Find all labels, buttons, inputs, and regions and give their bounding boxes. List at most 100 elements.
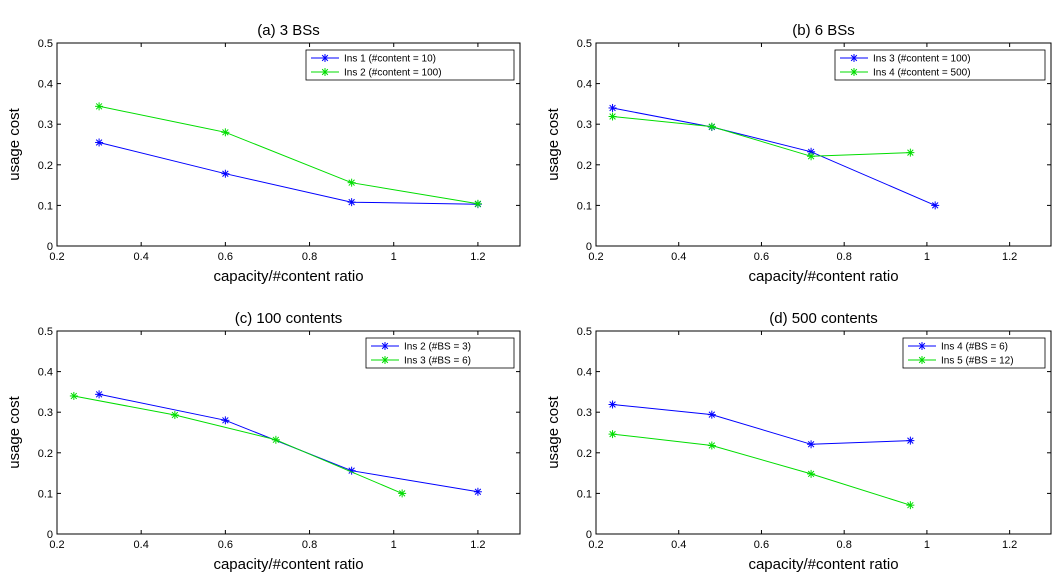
y-tick-label: 0.5 [577,326,592,338]
data-point [347,198,356,207]
y-tick-label: 0.2 [577,448,592,460]
legend-marker [321,68,329,76]
series-line [98,105,478,205]
legend-entry: Ins 1 (#content = 10) [344,54,436,65]
x-tick-label: 0.8 [837,539,852,551]
y-tick-label: 0.5 [577,38,592,50]
x-tick-label: 0.4 [671,251,686,263]
data-point [221,169,230,178]
data-point [221,128,230,137]
y-tick-label: 0.4 [577,367,592,379]
y-tick-label: 0 [47,529,53,541]
data-point [608,103,617,112]
legend-box [902,337,1046,369]
x-tick-label: 0.4 [134,251,149,263]
legend-marker [381,342,389,350]
y-tick-label: 0.1 [577,200,592,212]
x-tick-label: 1.2 [1002,539,1017,551]
x-tick-label: 0.6 [218,539,233,551]
y-tick-label: 0.2 [38,448,53,460]
x-tick-label: 0.4 [134,539,149,551]
y-tick-label: 0.2 [38,160,53,172]
y-tick-label: 0.1 [577,488,592,500]
y-tick-label: 0.3 [38,407,53,419]
data-point [608,400,617,409]
chart-title: (a) 3 BSs [257,22,320,39]
x-tick-label: 0.2 [49,251,64,263]
y-tick-label: 0.4 [38,79,53,91]
data-point [608,112,617,121]
data-point [398,489,407,498]
data-point [931,201,940,210]
legend-marker [918,342,926,350]
data-point [95,102,104,111]
y-tick-label: 0 [47,241,53,253]
chart-title: (c) 100 contents [235,310,343,327]
series-2 [69,391,407,498]
data-point [707,122,716,131]
legend: Ins 4 (#BS = 6) Ins 5 (#BS = 12) [902,337,1046,369]
series-line [612,107,936,206]
y-tick-label: 0 [586,241,592,253]
chart-title: (d) 500 contents [769,310,877,327]
chart-panel-2: (b) 6 BSs 0.2 0.4 0.6 0.8 1 1.2 0 0.1 0.2 0.3 0.4 0.… [545,22,1052,285]
x-tick-label: 1 [391,539,397,551]
legend-marker [850,54,858,62]
chart-panel-4: (d) 500 contents 0.2 0.4 0.6 0.8 1 1.2 0 0.1 0.2 0… [545,310,1052,573]
data-point [807,440,816,449]
legend-entry: Ins 3 (#content = 100) [873,54,971,65]
x-tick-label: 1 [391,251,397,263]
legend: Ins 3 (#content = 100) Ins 4 (#content = … [834,49,1046,81]
data-point [473,199,482,208]
series-line [612,116,911,157]
x-axis-label: capacity/#content ratio [748,556,898,573]
legend: Ins 1 (#content = 10) Ins 2 (#content = 1… [305,49,515,81]
legend-entry: Ins 2 (#content = 100) [344,68,442,79]
series-2 [608,430,915,510]
series-line [612,404,911,445]
y-axis-label: usage cost [6,107,23,180]
series-1 [608,400,915,449]
data-point [69,391,78,400]
legend-marker [381,356,389,364]
data-point [95,138,104,147]
data-point [707,410,716,419]
y-tick-label: 0.3 [577,119,592,131]
x-tick-label: 0.6 [754,539,769,551]
y-tick-label: 0.5 [38,326,53,338]
x-tick-label: 0.6 [754,251,769,263]
y-axis-label: usage cost [545,395,562,468]
chart-panel-1: (a) 3 BSs 0.2 0.4 0.6 0.8 1 1.2 0 0.1 0.2 0.3 0.4 0.… [6,22,521,285]
legend-marker [321,54,329,62]
legend-entry: Ins 2 (#BS = 3) [404,342,471,353]
y-axis-label: usage cost [545,107,562,180]
legend-entry: Ins 3 (#BS = 6) [404,356,471,367]
y-tick-label: 0.3 [577,407,592,419]
legend-marker [850,68,858,76]
y-tick-label: 0.2 [577,160,592,172]
x-tick-label: 0.8 [302,539,317,551]
x-tick-label: 1 [924,539,930,551]
y-tick-label: 0.4 [38,367,53,379]
legend-marker [918,356,926,364]
series-line [98,142,478,205]
x-tick-label: 1 [924,251,930,263]
legend-box [834,49,1046,81]
data-point [707,441,716,450]
data-point [906,436,915,445]
data-point [347,178,356,187]
y-tick-label: 0.1 [38,200,53,212]
x-tick-label: 0.8 [302,251,317,263]
data-point [807,469,816,478]
x-axis-label: capacity/#content ratio [213,268,363,285]
x-tick-label: 1.2 [470,539,485,551]
data-point [271,435,280,444]
data-point [608,430,617,439]
x-tick-label: 0.2 [588,539,603,551]
y-tick-label: 0.1 [38,488,53,500]
x-tick-label: 0.2 [588,251,603,263]
x-tick-label: 0.4 [671,539,686,551]
x-tick-label: 0.6 [218,251,233,263]
x-tick-label: 0.2 [49,539,64,551]
